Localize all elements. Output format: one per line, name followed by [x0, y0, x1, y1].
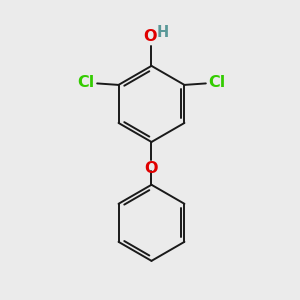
Text: H: H — [157, 25, 169, 40]
Text: O: O — [143, 29, 157, 44]
Text: Cl: Cl — [77, 75, 95, 90]
Text: Cl: Cl — [208, 75, 226, 90]
Text: O: O — [145, 161, 158, 176]
